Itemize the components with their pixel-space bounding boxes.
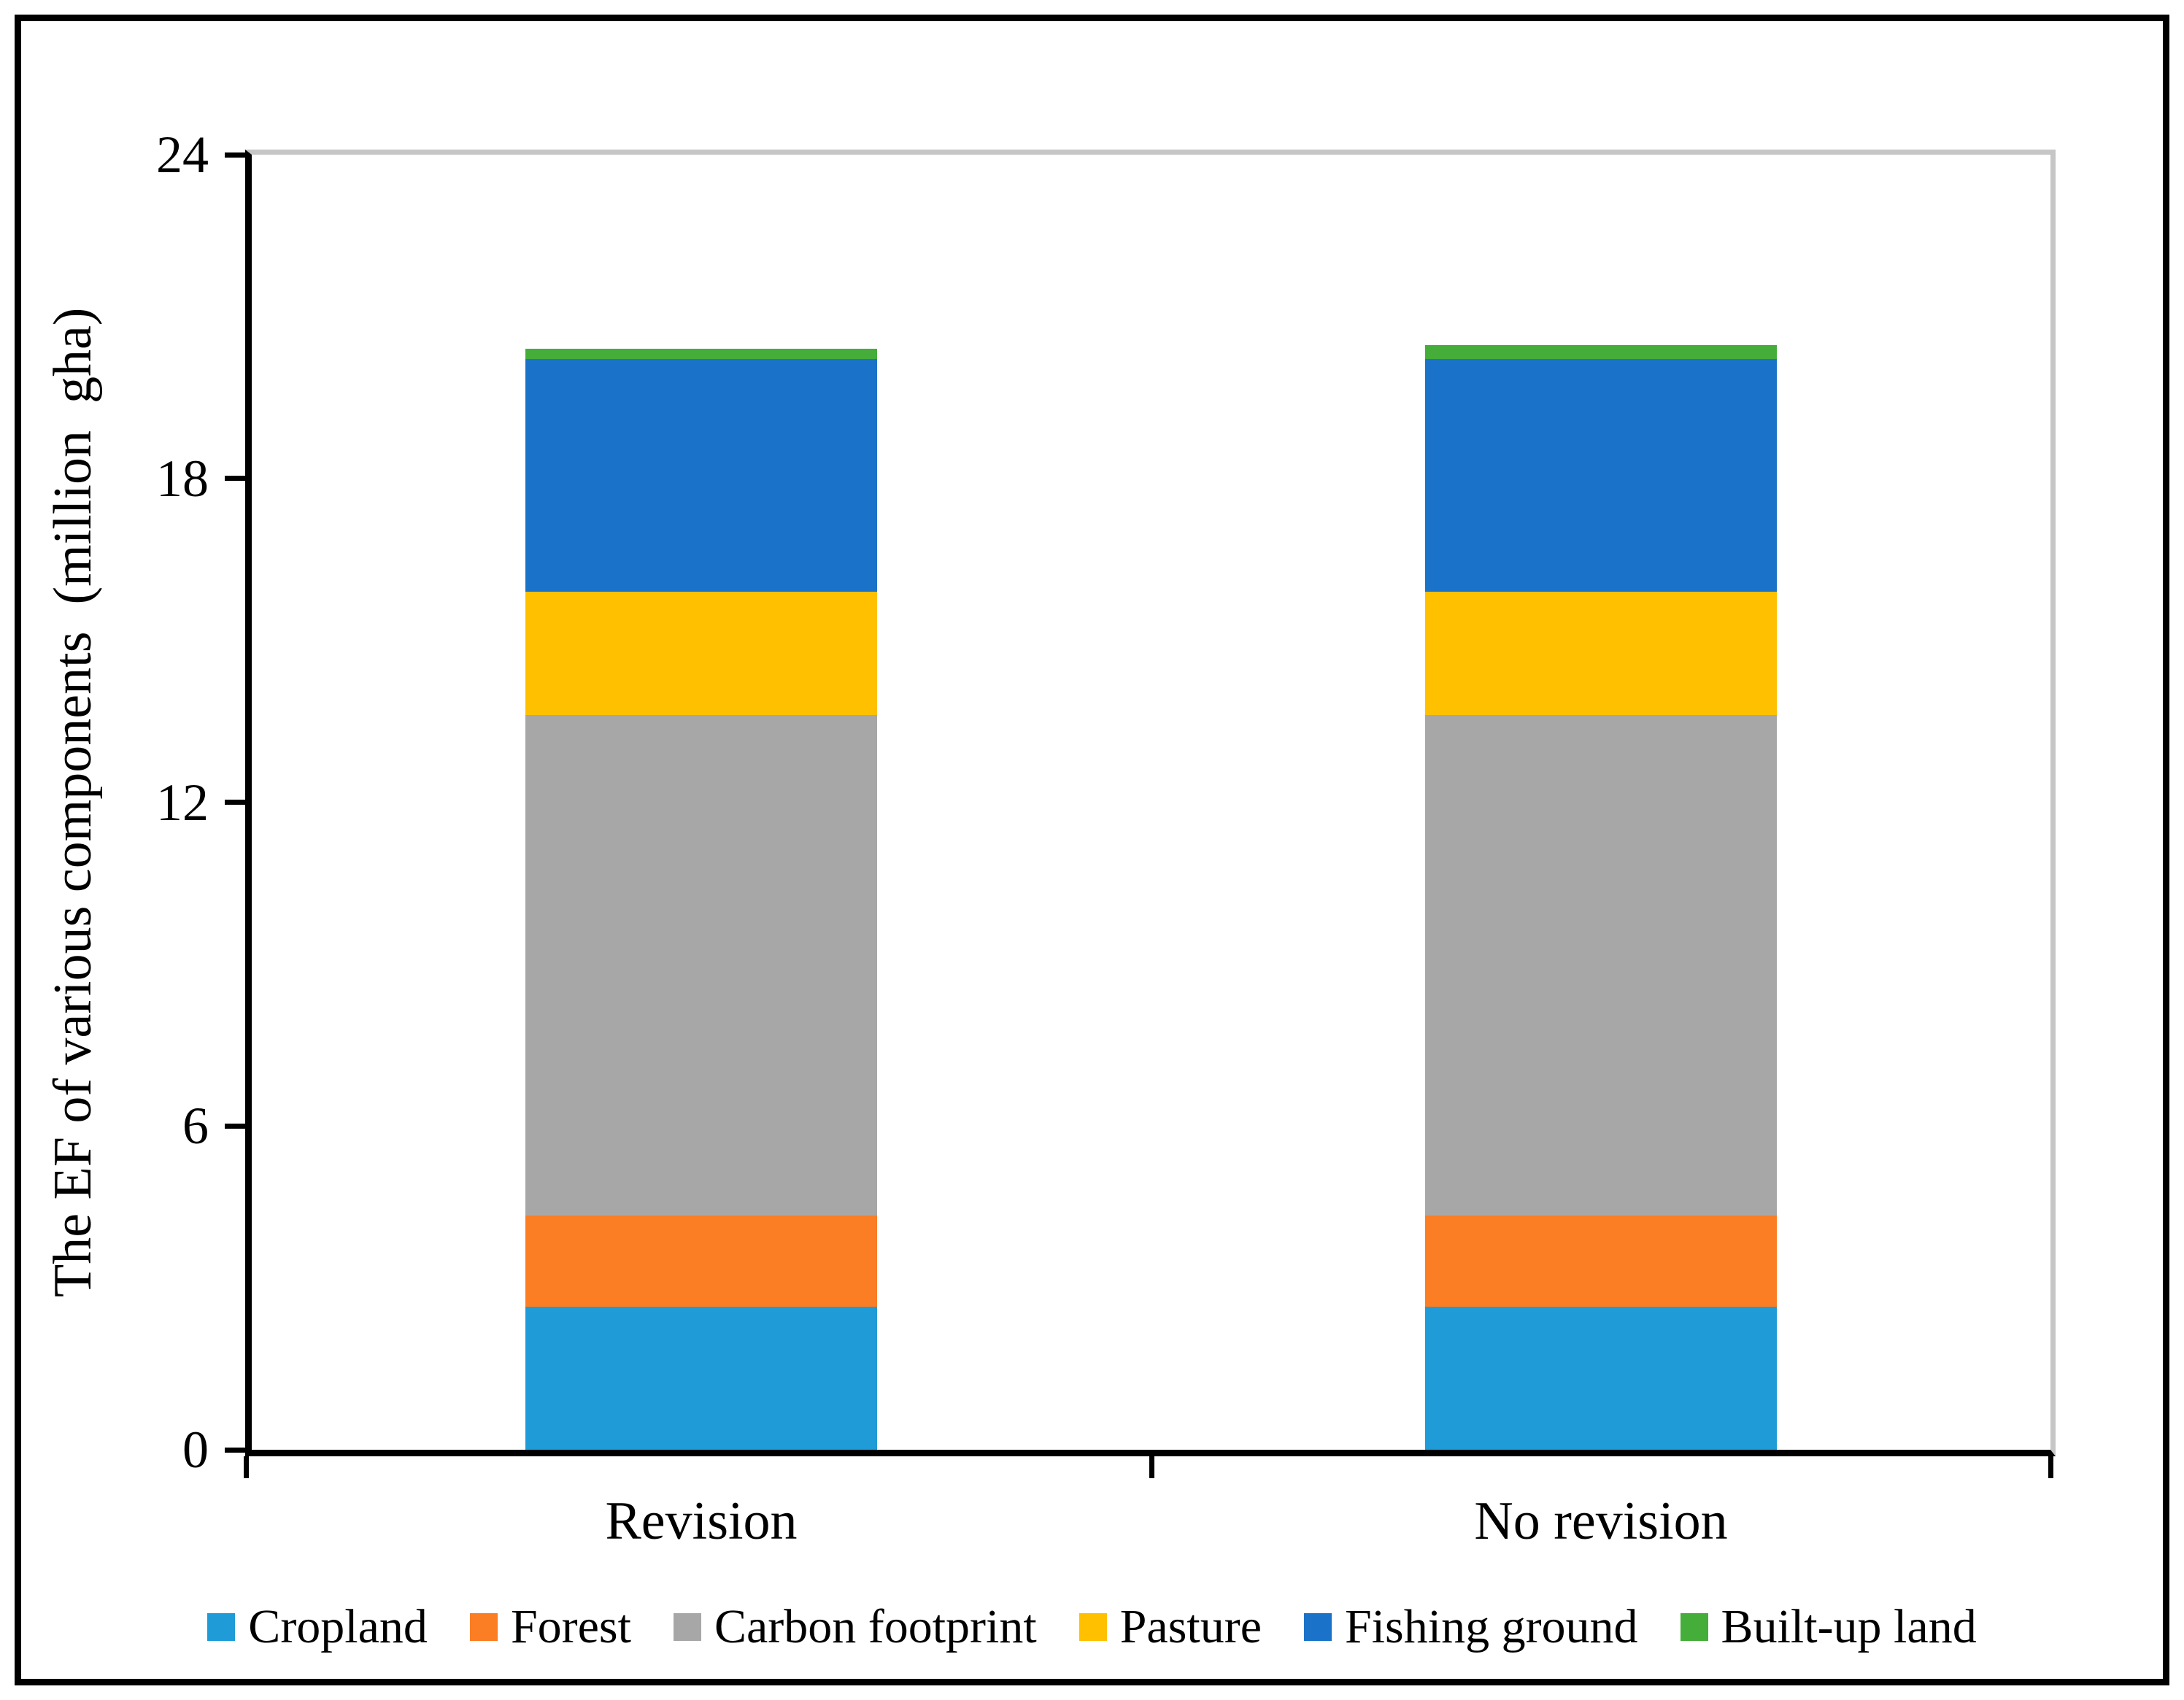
legend-item-pasture: Pasture (1079, 1598, 1262, 1656)
y-tick-mark (225, 152, 245, 158)
bar-segment-forest (525, 1216, 877, 1307)
category-label-revision: Revision (605, 1491, 798, 1551)
legend-swatch-forest (469, 1613, 498, 1641)
bar-segment-pasture (525, 592, 877, 715)
y-tick-label: 18 (156, 449, 209, 508)
legend-label: Cropland (248, 1600, 428, 1653)
legend-swatch-fishing-ground (1304, 1613, 1332, 1641)
legend-item-forest: Forest (469, 1598, 631, 1656)
legend-swatch-pasture (1079, 1613, 1107, 1641)
bar-segment-carbon-footprint (525, 715, 877, 1216)
bar-no-revision (1425, 345, 1777, 1450)
y-tick-label: 0 (182, 1421, 209, 1479)
y-tick-mark (225, 1448, 245, 1453)
legend-label: Built-up land (1721, 1600, 1977, 1653)
bar-segment-built-up-land (1425, 345, 1777, 359)
x-tick-mark (244, 1456, 249, 1478)
legend-item-carbon-footprint: Carbon footprint (673, 1598, 1037, 1656)
y-tick-mark (225, 800, 245, 805)
x-tick-mark (1149, 1456, 1154, 1478)
legend-label: Forest (510, 1600, 631, 1653)
bar-revision (525, 349, 877, 1450)
y-tick-mark (225, 1124, 245, 1129)
legend-swatch-built-up-land (1680, 1613, 1708, 1641)
plot-area (245, 150, 2056, 1456)
legend-item-built-up-land: Built-up land (1680, 1598, 1977, 1656)
bar-segment-cropland (1425, 1307, 1777, 1450)
y-axis-title: The EF of various components (million gh… (43, 307, 103, 1298)
y-tick-mark (225, 476, 245, 481)
legend-swatch-carbon-footprint (673, 1613, 701, 1641)
legend-swatch-cropland (207, 1613, 236, 1641)
category-label-no-revision: No revision (1474, 1491, 1728, 1551)
y-tick-label: 24 (156, 125, 209, 184)
legend-item-cropland: Cropland (207, 1598, 428, 1656)
legend: Cropland Forest Carbon footprint Pasture Fis… (44, 1598, 2140, 1656)
y-tick-label: 6 (182, 1097, 209, 1155)
legend-label: Carbon footprint (714, 1600, 1037, 1653)
bar-segment-built-up-land (525, 349, 877, 359)
legend-label: Pasture (1119, 1600, 1262, 1653)
bar-segment-pasture (1425, 592, 1777, 715)
x-tick-mark (2048, 1456, 2053, 1478)
y-tick-label: 12 (156, 773, 209, 832)
bar-segment-cropland (525, 1307, 877, 1450)
bar-segment-forest (1425, 1216, 1777, 1307)
bar-segment-fishing-ground (1425, 359, 1777, 592)
bar-segment-carbon-footprint (1425, 715, 1777, 1216)
legend-item-fishing-ground: Fishing ground (1304, 1598, 1638, 1656)
legend-label: Fishing ground (1345, 1600, 1638, 1653)
bar-segment-fishing-ground (525, 359, 877, 592)
